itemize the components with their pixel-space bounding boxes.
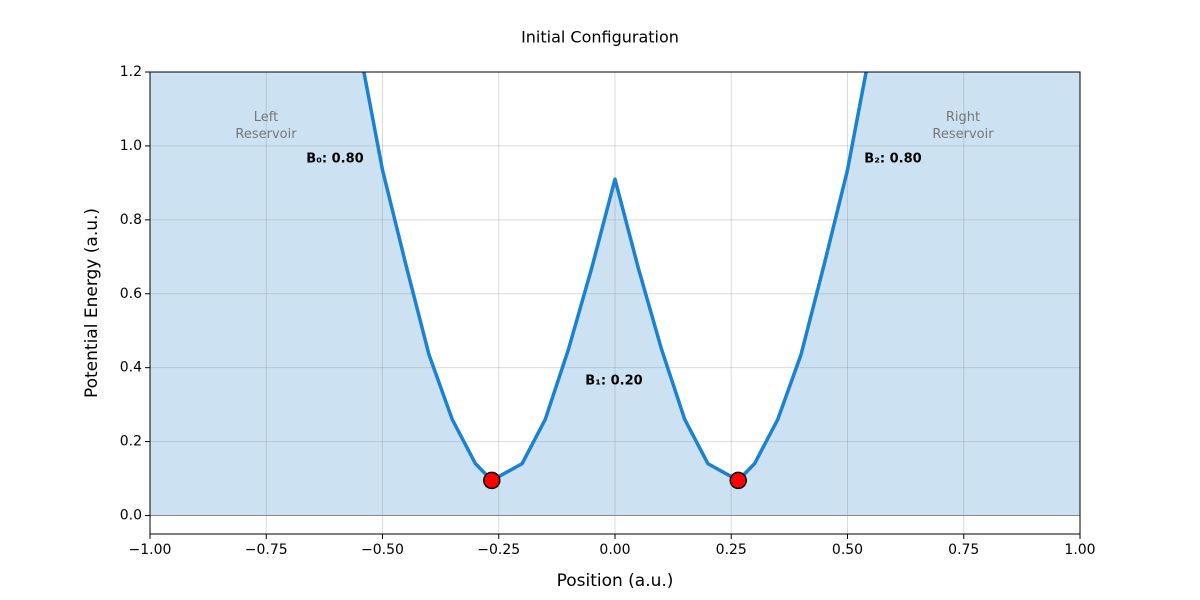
y-axis-label: Potential Energy (a.u.) <box>82 208 102 398</box>
x-tick-label: −0.50 <box>361 542 404 558</box>
x-tick-label: 1.00 <box>1064 542 1095 558</box>
chart-title: Initial Configuration <box>521 28 679 47</box>
y-tick-label: 0.4 <box>120 360 142 376</box>
x-tick-label: −1.00 <box>129 542 172 558</box>
potential-curve <box>362 72 868 483</box>
x-tick-label: 0.75 <box>948 542 979 558</box>
particle <box>483 471 501 490</box>
annotation: B₁: 0.20 <box>585 373 643 389</box>
x-tick-label: −0.25 <box>477 542 520 558</box>
x-tick-label: −0.75 <box>245 542 288 558</box>
y-tick-label: 0.8 <box>120 212 142 228</box>
y-tick-label: 0.2 <box>120 434 142 450</box>
y-tick-label: 0.6 <box>120 286 142 302</box>
plot-frame <box>149 71 1081 535</box>
x-tick-label: 0.00 <box>599 542 630 558</box>
x-tick-label: 0.25 <box>716 542 747 558</box>
particle <box>729 471 747 490</box>
plot-area <box>150 72 1080 534</box>
annotation: B₀: 0.80 <box>306 151 364 167</box>
annotation: Left Reservoir <box>235 110 297 142</box>
potential-fill <box>150 72 1080 516</box>
y-tick-label: 1.2 <box>120 64 142 80</box>
x-axis-label: Position (a.u.) <box>557 571 674 591</box>
annotation: Right Reservoir <box>932 110 994 142</box>
x-tick-label: 0.50 <box>832 542 863 558</box>
annotation: B₂: 0.80 <box>864 151 922 167</box>
y-tick-label: 1.0 <box>120 138 142 154</box>
y-tick-label: 0.0 <box>120 508 142 524</box>
